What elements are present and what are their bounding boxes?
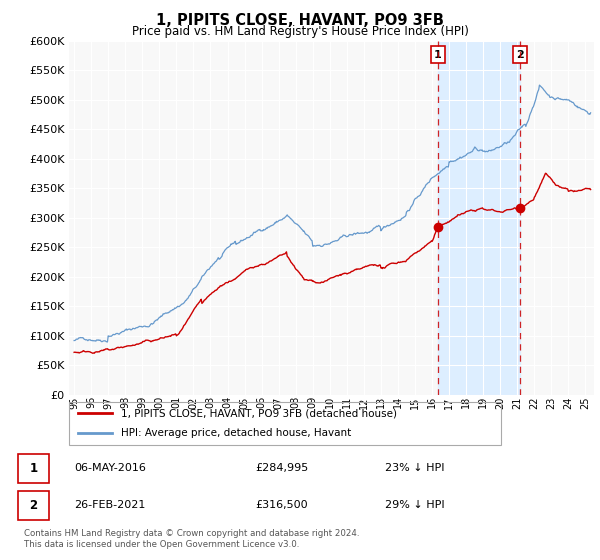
Text: 26-FEB-2021: 26-FEB-2021 <box>74 500 146 510</box>
Text: 1: 1 <box>434 50 442 60</box>
Text: 23% ↓ HPI: 23% ↓ HPI <box>385 463 444 473</box>
Text: 1, PIPITS CLOSE, HAVANT, PO9 3FB (detached house): 1, PIPITS CLOSE, HAVANT, PO9 3FB (detach… <box>121 408 397 418</box>
Bar <box>438 41 520 395</box>
Text: 1, PIPITS CLOSE, HAVANT, PO9 3FB: 1, PIPITS CLOSE, HAVANT, PO9 3FB <box>156 13 444 29</box>
Text: Contains HM Land Registry data © Crown copyright and database right 2024.
This d: Contains HM Land Registry data © Crown c… <box>24 529 359 549</box>
Text: 1: 1 <box>29 461 38 475</box>
Text: £316,500: £316,500 <box>255 500 308 510</box>
Text: 2: 2 <box>29 498 38 512</box>
Text: 2: 2 <box>516 50 524 60</box>
Text: HPI: Average price, detached house, Havant: HPI: Average price, detached house, Hava… <box>121 428 351 438</box>
Text: £284,995: £284,995 <box>255 463 308 473</box>
Text: 29% ↓ HPI: 29% ↓ HPI <box>385 500 444 510</box>
Text: 06-MAY-2016: 06-MAY-2016 <box>74 463 146 473</box>
Text: Price paid vs. HM Land Registry's House Price Index (HPI): Price paid vs. HM Land Registry's House … <box>131 25 469 38</box>
